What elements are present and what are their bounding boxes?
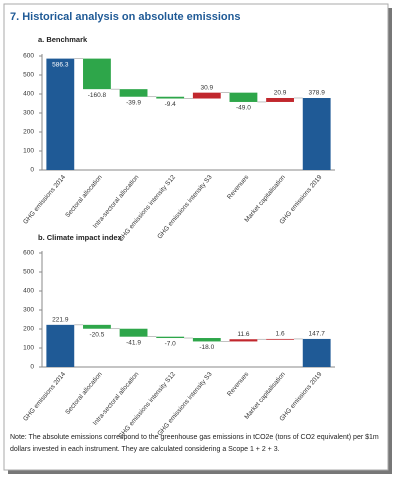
- value-label: 147.7: [309, 331, 326, 338]
- note: Note: The absolute emissions correspond …: [10, 434, 379, 453]
- value-label: 11.6: [237, 331, 250, 338]
- value-label: 378.9: [309, 90, 326, 97]
- bar: [192, 338, 221, 342]
- bar: [229, 92, 258, 102]
- bar: [302, 98, 331, 170]
- value-label: -7.0: [165, 341, 177, 348]
- value-label: -49.0: [236, 105, 251, 112]
- value-label: 221.9: [52, 317, 69, 324]
- y-tick-label: 600: [23, 53, 34, 60]
- bar: [83, 324, 111, 329]
- value-label: -39.9: [126, 99, 141, 106]
- value-label: -18.0: [199, 344, 214, 351]
- bar: [119, 89, 148, 97]
- y-tick-label: 400: [23, 91, 34, 98]
- page-title: 7. Historical analysis on absolute emiss…: [10, 11, 240, 23]
- bar: [229, 339, 258, 342]
- y-tick-label: 300: [23, 307, 34, 314]
- value-label: -160.8: [88, 92, 107, 99]
- y-tick-label: 300: [23, 110, 34, 117]
- y-tick-label: 0: [30, 167, 34, 174]
- y-tick-label: 200: [23, 129, 34, 136]
- y-tick-label: 500: [23, 269, 34, 276]
- y-tick-label: 200: [23, 326, 34, 333]
- bar: [266, 97, 294, 102]
- bar: [46, 324, 75, 367]
- bar: [266, 338, 294, 340]
- y-tick-label: 0: [30, 364, 34, 371]
- y-tick-label: 400: [23, 288, 34, 295]
- value-label: 30.9: [200, 84, 213, 91]
- y-tick-label: 100: [23, 345, 34, 352]
- y-tick-label: 600: [23, 250, 34, 257]
- bar: [192, 92, 221, 99]
- bar: [156, 336, 185, 339]
- bar: [46, 58, 75, 171]
- bar: [83, 58, 111, 90]
- chart-subtitle: a. Benchmark: [38, 35, 88, 44]
- value-label: -9.4: [165, 101, 177, 108]
- bar: [119, 328, 148, 337]
- bar: [302, 338, 331, 367]
- value-label: 1.6: [276, 331, 285, 338]
- y-tick-label: 100: [23, 148, 34, 155]
- value-label: 20.9: [274, 90, 287, 97]
- chart-subtitle: b. Climate impact index: [38, 233, 123, 242]
- value-label: 586.3: [52, 61, 69, 68]
- value-label: -20.5: [90, 331, 105, 338]
- value-label: -41.9: [126, 339, 141, 346]
- bar: [156, 96, 185, 99]
- y-tick-label: 500: [23, 72, 34, 79]
